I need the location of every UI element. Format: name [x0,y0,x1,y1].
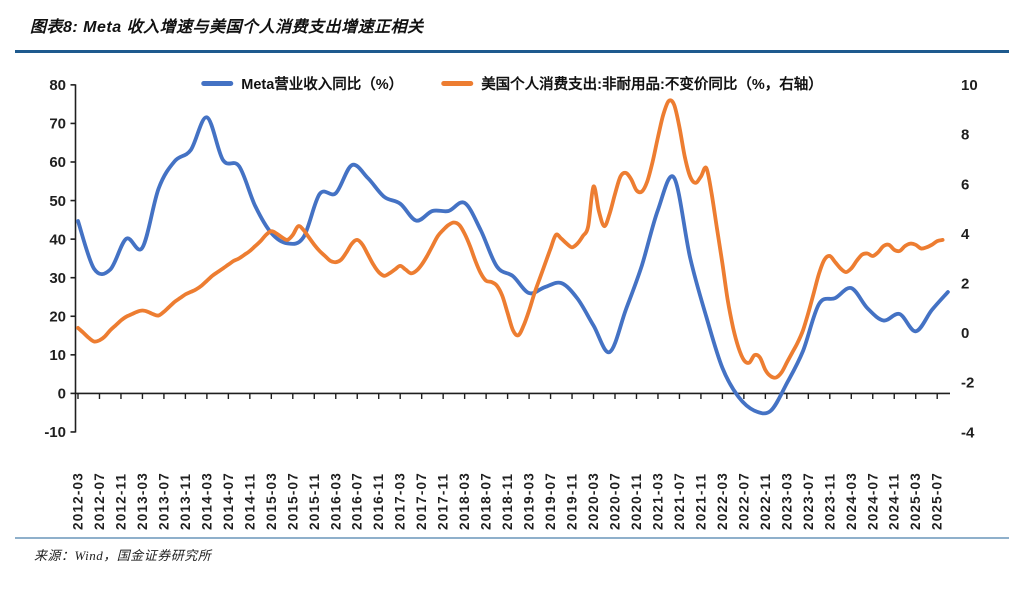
x-axis-label: 2024-11 [887,473,902,530]
x-axis-label: 2013-07 [156,472,171,530]
y-axis-left-label: 30 [49,270,66,287]
legend-item-pce: 美国个人消费支出:非耐用品:不变价同比（%，右轴） [441,73,823,94]
legend-label-meta: Meta营业收入同比（%） [241,77,404,93]
x-axis-label: 2025-07 [930,472,945,530]
meta-revenue-line [76,115,950,416]
legend-line-orange-icon [441,81,474,86]
x-axis-label: 2022-03 [715,472,730,530]
y-axis-left-label: 70 [49,116,66,133]
y-axis-left-label: 10 [49,347,66,364]
us-pce-line [76,98,945,380]
y-axis-left-label: 50 [49,193,66,210]
x-axis-label: 2018-03 [457,472,472,530]
x-axis-label: 2025-03 [908,472,923,530]
x-axis-label: 2023-03 [779,472,794,530]
x-axis-label: 2018-11 [500,473,515,530]
x-axis-label: 2023-07 [801,472,816,530]
y-axis-right-label: 10 [961,77,978,94]
x-axis-label: 2022-07 [736,472,751,530]
bottom-rule [15,537,1009,539]
y-axis-left-label: 20 [49,309,66,326]
x-axis-label: 2017-07 [414,472,429,530]
x-axis-label: 2021-07 [672,472,687,530]
legend-label-pce: 美国个人消费支出:非耐用品:不变价同比（%，右轴） [481,77,823,93]
legend-item-meta: Meta营业收入同比（%） [201,73,403,94]
y-axis-right-label: 2 [961,275,969,292]
y-axis-left-label: 60 [49,154,66,171]
y-axis-left-label: 40 [49,231,66,248]
x-axis-label: 2024-03 [844,472,859,530]
x-axis-label: 2012-03 [71,472,86,530]
x-axis-label: 2015-11 [307,473,322,530]
x-axis-label: 2016-03 [328,472,343,530]
x-axis-label: 2013-03 [135,472,150,530]
title-rule [15,50,1009,53]
x-axis-label: 2019-11 [565,473,580,530]
legend-line-blue-icon [201,81,234,86]
figure-source: 来源：Wind，国金证券研究所 [34,548,212,563]
x-axis-label: 2020-03 [586,472,601,530]
x-axis-label: 2020-11 [629,473,644,530]
x-axis-label: 2019-03 [522,472,537,530]
x-axis-label: 2015-07 [285,472,300,530]
y-axis-right-label: 4 [961,226,970,243]
x-axis-label: 2017-03 [393,472,408,530]
y-axis-right-label: 6 [961,176,969,193]
x-axis-label: 2018-07 [479,472,494,530]
figure-title: 图表8: Meta 收入增速与美国个人消费支出增速正相关 [30,19,424,36]
x-axis-label: 2015-03 [264,472,279,530]
y-axis-right-label: -2 [961,375,974,392]
x-axis-label: 2017-11 [436,473,451,530]
x-axis-label: 2023-11 [822,473,837,530]
x-axis-label: 2012-11 [114,473,129,530]
chart-legend: Meta营业收入同比（%） 美国个人消费支出:非耐用品:不变价同比（%，右轴） [201,73,823,94]
x-axis-label: 2019-07 [543,472,558,530]
x-axis-label: 2021-11 [693,473,708,530]
x-axis-label: 2013-11 [178,473,193,530]
x-axis-label: 2016-07 [350,472,365,530]
x-axis-label: 2024-07 [865,472,880,530]
x-axis-label: 2020-07 [608,472,623,530]
y-axis-right-label: 8 [961,127,969,144]
y-axis-right-label: -4 [961,424,975,441]
x-axis-label: 2022-11 [758,473,773,530]
x-axis-label: 2012-07 [92,472,107,530]
x-axis-label: 2014-11 [242,473,257,530]
y-axis-left-label: 80 [49,77,66,94]
y-axis-left-label: 0 [58,386,66,403]
x-axis-label: 2016-11 [371,473,386,530]
x-axis-label: 2014-07 [221,472,236,530]
y-axis-left-label: -10 [44,424,66,441]
y-axis-right-label: 0 [961,325,969,342]
x-axis-label: 2021-03 [651,472,666,530]
x-axis-label: 2014-03 [199,472,214,530]
